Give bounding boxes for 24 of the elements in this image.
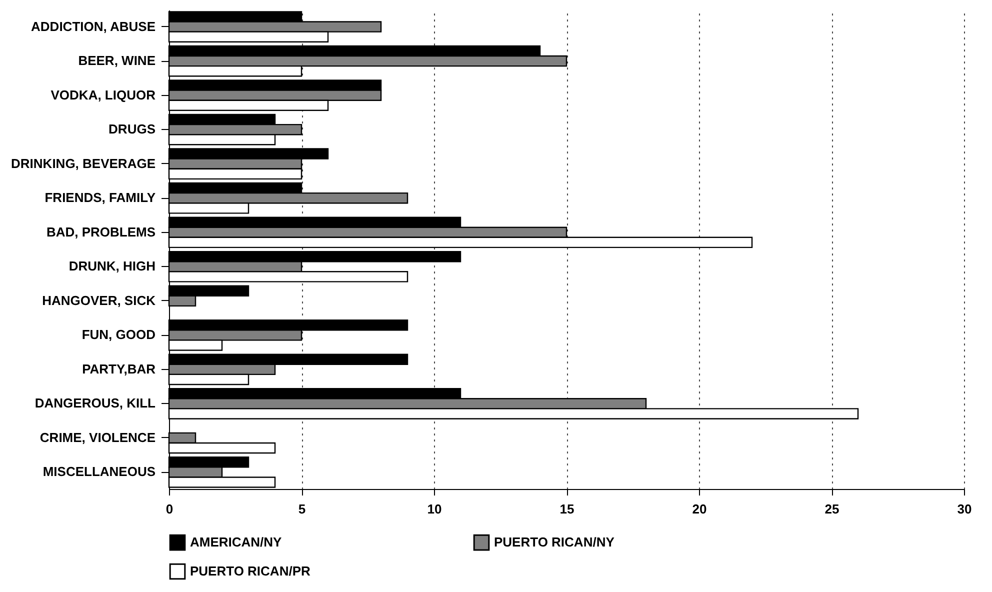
x-tick-label: 30 (957, 502, 972, 516)
legend-label: PUERTO RICAN/PR (190, 564, 311, 578)
x-tick-label: 10 (427, 502, 442, 516)
x-tick-label: 25 (824, 502, 840, 516)
y-tick-label: HANGOVER, SICK (42, 292, 156, 308)
y-tick-label: PARTY,BAR (82, 361, 156, 376)
y-tick-label: CRIME, VIOLENCE (40, 430, 156, 445)
y-tick-label: DANGEROUS, KILL (34, 396, 156, 411)
y-tick-label: DRUNK, HIGH (68, 258, 156, 274)
y-tick-label: DRUGS (108, 122, 156, 137)
y-tick-label: VODKA, LIQUOR (50, 87, 156, 102)
y-tick-label: BEER, WINE (78, 53, 156, 68)
y-tick-label: MISCELLANEOUS (42, 464, 156, 480)
x-tick-label: 5 (298, 502, 306, 516)
legend-label: AMERICAN/NY (190, 534, 282, 550)
y-tick-label: ADDICTION, ABUSE (31, 18, 156, 34)
x-tick-label: 20 (692, 502, 707, 516)
y-tick-label: BAD, PROBLEMS (46, 224, 156, 240)
x-tick-label: 0 (166, 502, 174, 516)
y-tick-label: DRINKING, BEVERAGE (11, 156, 156, 171)
y-tick-label: FRIENDS, FAMILY (44, 190, 156, 206)
y-tick-label: FUN, GOOD (82, 327, 156, 342)
x-tick-label: 15 (560, 502, 574, 516)
legend-label: PUERTO RICAN/NY (494, 534, 615, 550)
